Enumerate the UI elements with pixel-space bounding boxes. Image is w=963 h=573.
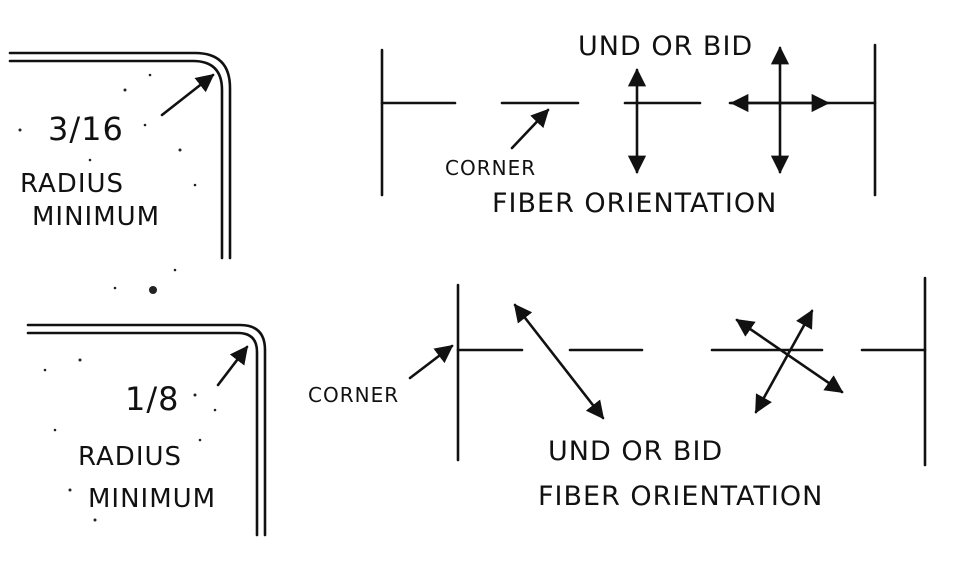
bottom-radius-value: 1/8 — [125, 380, 180, 418]
top-radius-corner — [8, 51, 232, 260]
bottom-minimum-text: MINIMUM — [88, 484, 216, 514]
top-minimum-text: MINIMUM — [32, 202, 160, 232]
bottom-fiber-type: UND OR BID — [548, 436, 723, 467]
bottom-bid-arrow-a — [735, 318, 844, 394]
bottom-bid-arrow-b — [754, 309, 814, 414]
top-corner-arrow — [510, 108, 550, 150]
bottom-und-fiber-arrow — [513, 303, 605, 420]
stray-mark — [173, 268, 177, 272]
top-fiber-type: UND OR BID — [578, 31, 753, 62]
bottom-speckles — [43, 358, 217, 522]
top-layup-diagram — [380, 43, 877, 197]
top-fiber-label: FIBER ORIENTATION — [492, 188, 777, 219]
stray-mark — [113, 286, 117, 290]
bottom-corner-arrow — [408, 344, 454, 380]
top-radius-arrow — [160, 73, 215, 117]
bottom-radius-arrow — [216, 345, 249, 387]
top-corner-label: CORNER — [445, 156, 536, 180]
bottom-fiber-label: FIBER ORIENTATION — [538, 481, 823, 512]
top-radius-text: RADIUS — [20, 169, 124, 199]
bottom-corner-label: CORNER — [308, 383, 399, 407]
top-speckles — [18, 73, 197, 187]
bottom-radius-text: RADIUS — [78, 442, 182, 472]
top-radius-value: 3/16 — [48, 110, 124, 148]
bottom-radius-corner — [26, 323, 267, 537]
bottom-layup-diagram — [408, 276, 927, 467]
stray-mark — [149, 286, 157, 294]
